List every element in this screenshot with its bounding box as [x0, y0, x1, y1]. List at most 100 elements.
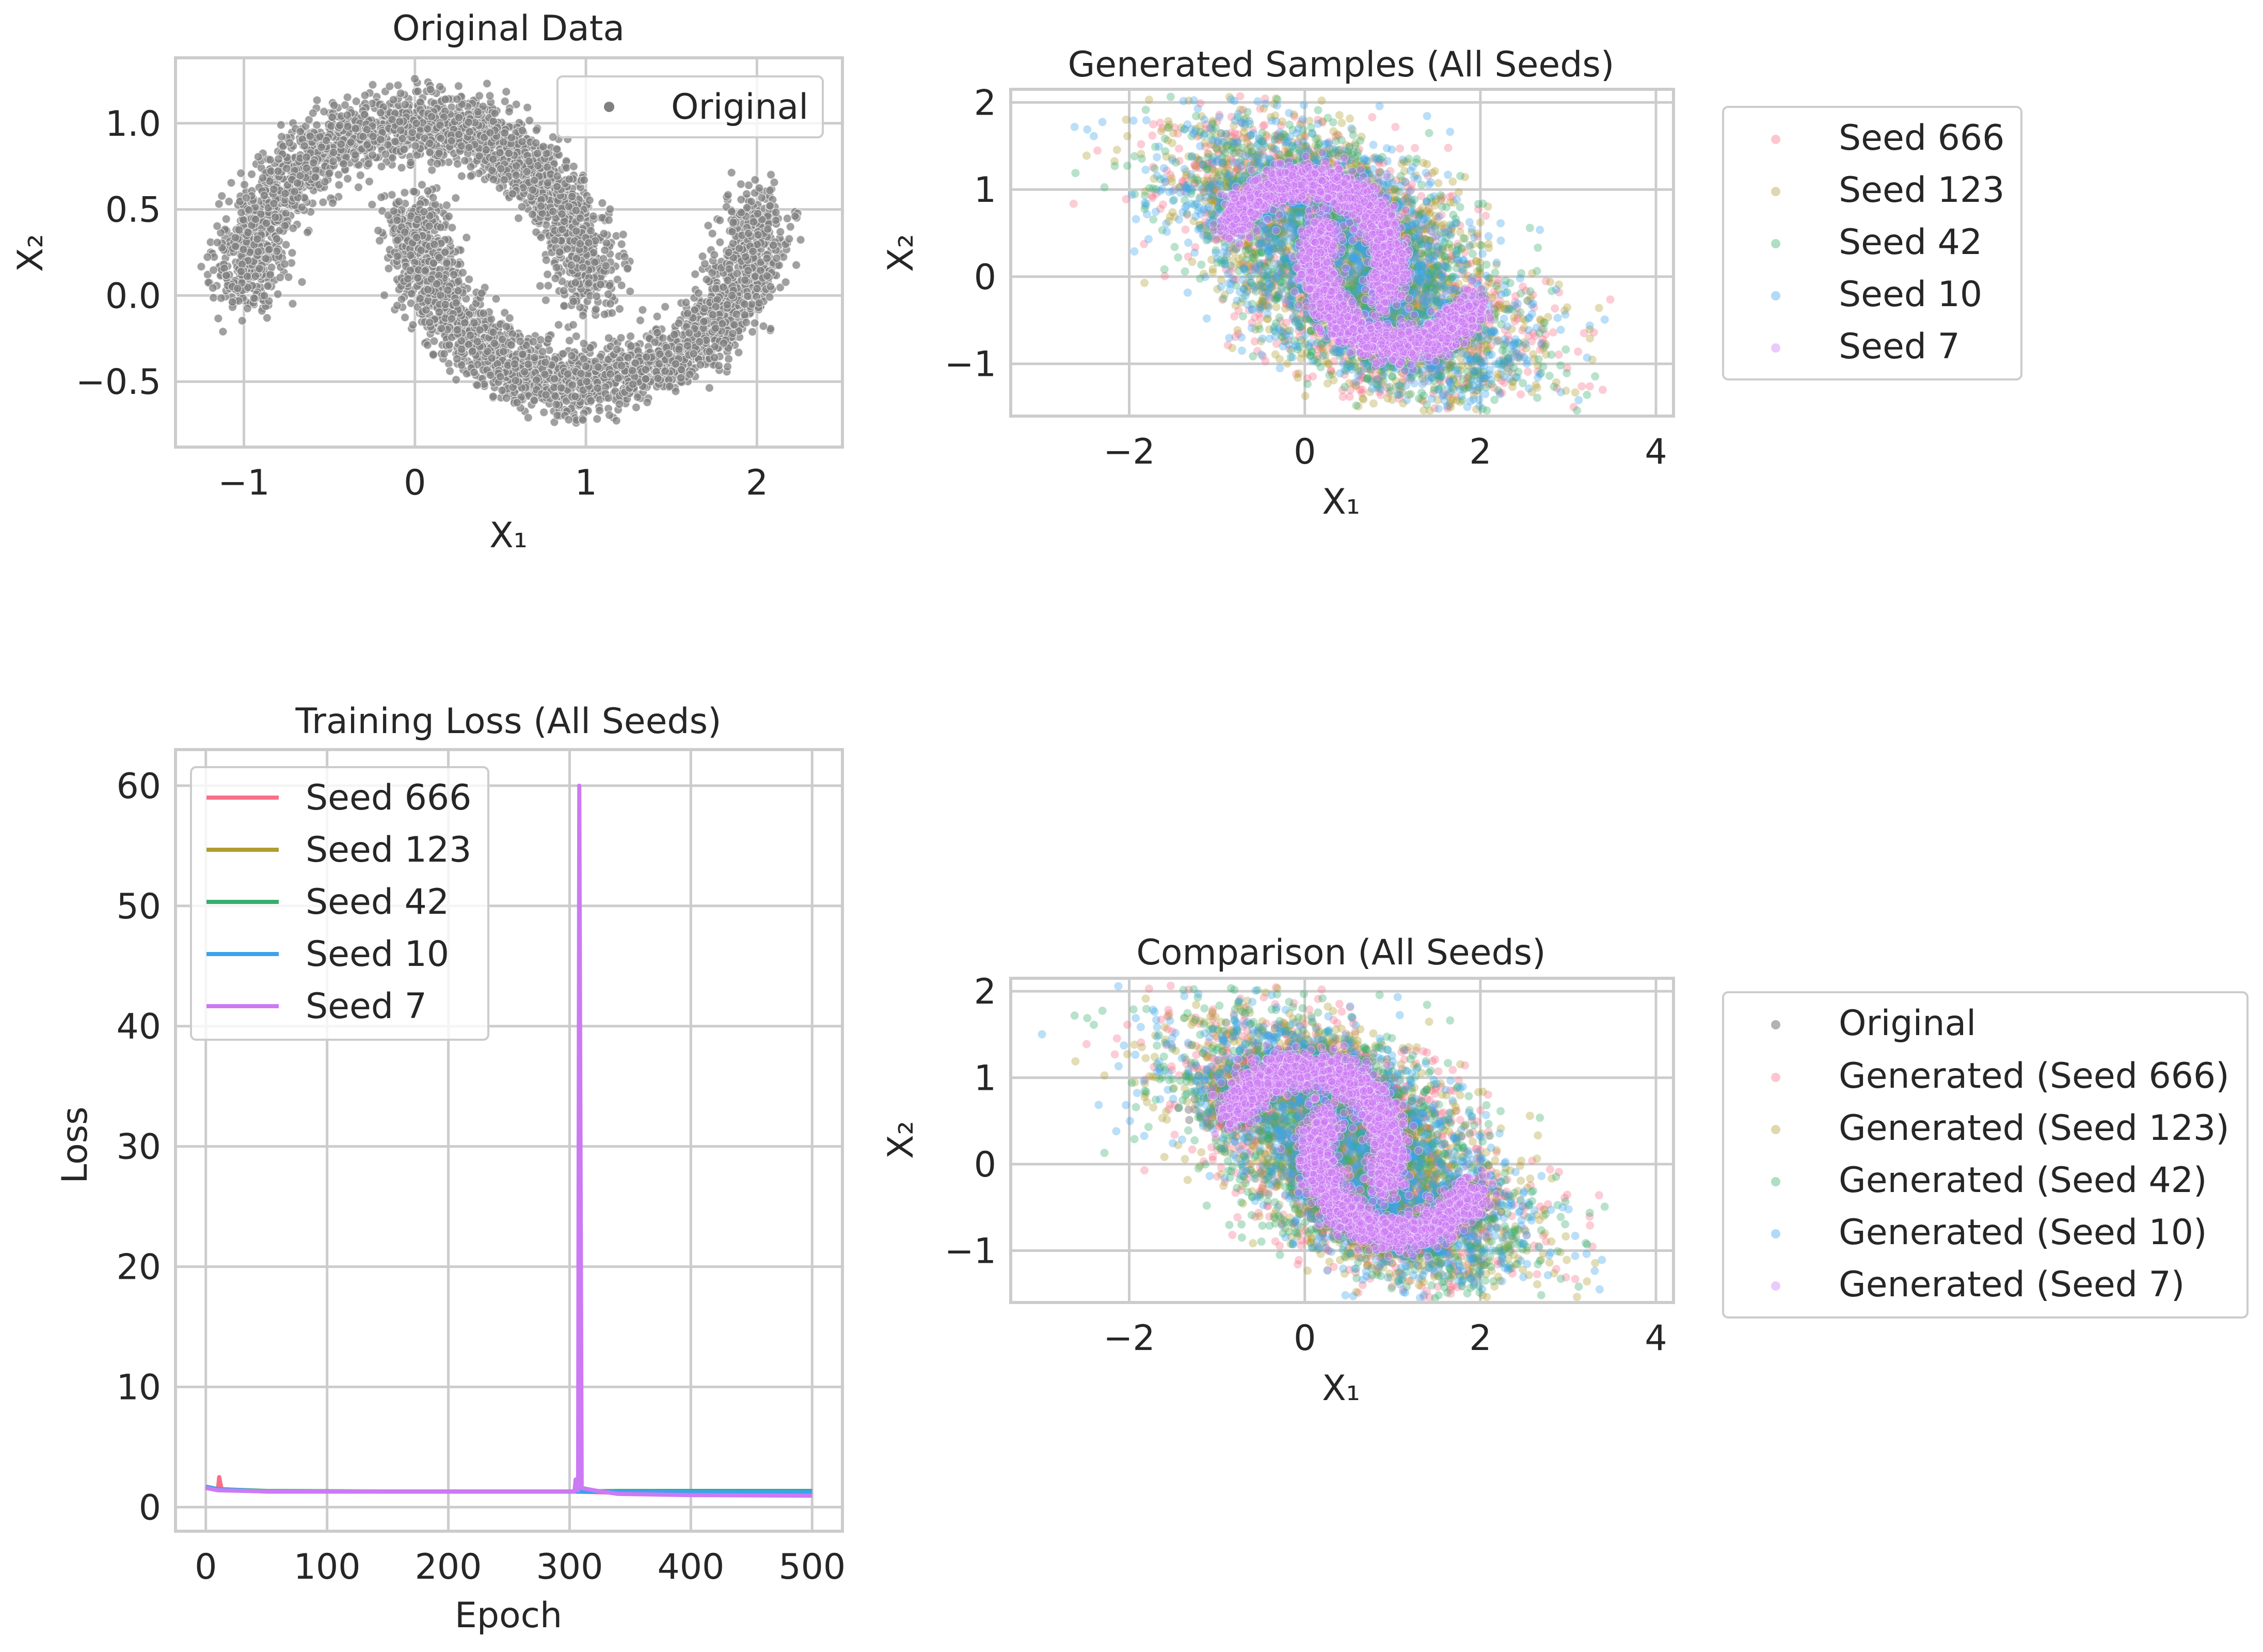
data-point-original: [728, 292, 736, 300]
data-point-original: [497, 165, 505, 173]
data-point-original: [677, 374, 685, 382]
data-point-original: [491, 109, 499, 118]
data-point-original: [555, 248, 564, 256]
data-point-original: [437, 134, 445, 142]
data-point-original: [448, 224, 456, 232]
data-point-original: [465, 275, 473, 283]
data-point-original: [544, 281, 552, 290]
data-point-original: [704, 221, 712, 230]
data-point-original: [203, 253, 212, 261]
data-point-original: [683, 309, 692, 317]
data-point-original: [751, 176, 759, 184]
data-point-original: [631, 359, 640, 367]
data-point-original: [661, 367, 670, 375]
data-point-original: [786, 223, 794, 231]
data-point-original: [430, 241, 438, 249]
data-point-original: [475, 92, 484, 100]
data-point-original: [582, 362, 590, 371]
data-point-original: [473, 338, 482, 346]
data-point-original: [536, 336, 545, 344]
data-point-original: [354, 183, 362, 192]
data-point-original: [748, 328, 757, 336]
data-point-original: [553, 411, 562, 420]
data-point-original: [243, 304, 251, 312]
data-point-original: [269, 185, 278, 194]
data-point-original: [624, 264, 632, 273]
data-point-original: [393, 216, 401, 225]
data-point-original: [554, 321, 563, 329]
data-point-original: [393, 301, 401, 310]
data-point-original: [274, 167, 282, 175]
data-point-original: [553, 172, 562, 180]
data-point-original: [376, 108, 385, 117]
data-point-original: [340, 160, 348, 168]
data-point-original: [604, 290, 612, 298]
data-point-original: [550, 375, 559, 383]
data-point-original: [532, 376, 540, 384]
data-point-original: [217, 294, 225, 303]
data-point-original: [273, 247, 281, 256]
data-point-original: [445, 341, 453, 349]
data-point-original: [457, 142, 466, 150]
data-point-original: [453, 326, 461, 334]
data-point-original: [498, 386, 506, 394]
data-point-original: [351, 151, 359, 159]
data-point-original: [525, 116, 534, 124]
data-point-original: [368, 200, 376, 209]
data-point-original: [222, 272, 231, 280]
data-point-original: [489, 155, 497, 163]
data-point-original: [665, 382, 674, 390]
data-point-original: [569, 297, 578, 306]
data-point-original: [766, 293, 774, 301]
data-point-original: [580, 339, 588, 347]
data-point-original: [466, 128, 474, 136]
data-point-original: [260, 192, 268, 200]
data-point-original: [241, 181, 249, 189]
data-point-original: [728, 329, 737, 338]
data-point-original: [791, 212, 799, 220]
data-point-original: [377, 163, 386, 171]
data-point-original: [705, 347, 713, 356]
data-point-original: [328, 113, 337, 121]
data-point-original: [412, 119, 421, 128]
data-point-original: [541, 358, 549, 367]
data-point-original: [482, 146, 490, 154]
data-point-original: [763, 254, 771, 262]
data-point-original: [553, 182, 561, 190]
data-point-original: [426, 148, 434, 156]
data-point-original: [654, 374, 662, 383]
data-point-original: [614, 374, 623, 383]
data-point-original: [281, 221, 289, 230]
data-point-original: [445, 212, 453, 220]
data-point-original: [783, 214, 791, 223]
data-point-original: [501, 97, 509, 105]
data-point-original: [430, 337, 438, 345]
data-point-original: [364, 160, 373, 168]
data-point-original: [242, 194, 250, 202]
data-point-original: [563, 245, 571, 253]
data-point-original: [773, 254, 781, 262]
data-point-original: [604, 216, 613, 224]
data-point-original: [516, 337, 524, 345]
data-point-original: [617, 333, 625, 342]
data-point-original: [197, 262, 205, 271]
data-point-original: [213, 239, 221, 247]
data-point-original: [263, 314, 271, 322]
data-point-original: [753, 284, 761, 293]
data-point-original: [486, 91, 494, 100]
data-point-original: [513, 399, 521, 407]
data-point-original: [741, 300, 749, 308]
data-point-original: [711, 324, 720, 332]
data-point-original: [388, 190, 396, 199]
data-point-original: [537, 233, 545, 242]
data-point-original: [455, 114, 463, 122]
data-point-original: [729, 218, 737, 227]
data-point-original: [343, 111, 352, 119]
data-point-original: [557, 384, 565, 392]
data-point-original: [389, 96, 397, 104]
data-point-original: [716, 238, 724, 246]
data-point-original: [380, 291, 389, 299]
data-point-original: [656, 350, 664, 358]
data-point-original: [490, 339, 499, 347]
data-point-original: [235, 226, 243, 234]
